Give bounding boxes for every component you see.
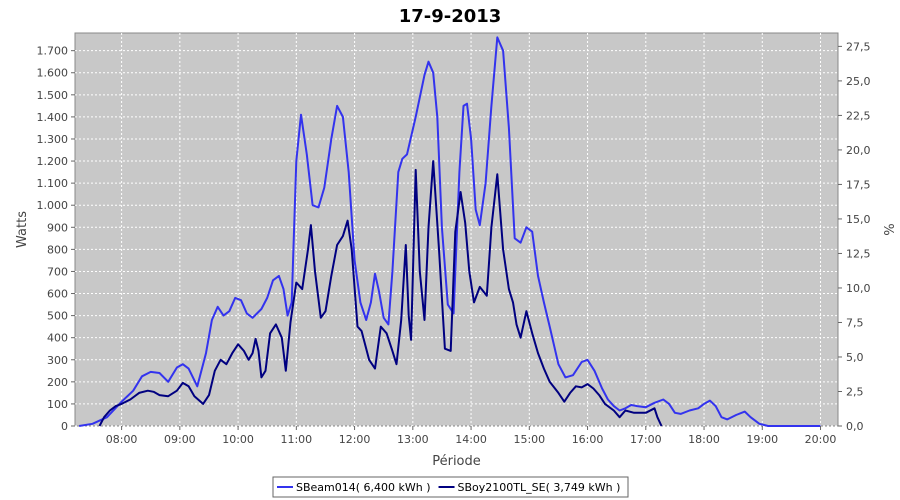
x-axis: 08:00 09:00 10:00 11:00 12:00 13:00 14:00 15:00… <box>106 426 837 446</box>
x-tick-label: 12:00 <box>339 433 371 446</box>
y-tick-label: 1.200 <box>37 155 69 168</box>
x-axis-label: Période <box>432 454 481 469</box>
y-tick-label: 500 <box>47 310 68 323</box>
legend-entry-1: SBeam014( 6,400 kWh ) <box>296 481 431 494</box>
x-tick-label: 14:00 <box>455 433 487 446</box>
y2-tick-label: 17,5 <box>846 178 871 191</box>
y-axis-left: 0 100 200 300 400 500 600 700 800 900 1.000 1.100 1.… <box>37 45 75 433</box>
x-tick-label: 10:00 <box>222 433 254 446</box>
y-axis-right: 0,0 2,5 5,0 7,5 10,0 12,5 15,0 17,5 20,0 22,5 25,0… <box>838 40 871 433</box>
y2-tick-label: 12,5 <box>846 247 871 260</box>
y2-tick-label: 0,0 <box>846 420 864 433</box>
legend: SBeam014( 6,400 kWh ) SBoy2100TL_SE( 3,74… <box>272 476 629 498</box>
x-tick-label: 16:00 <box>572 433 604 446</box>
x-tick-label: 13:00 <box>397 433 429 446</box>
grid-lines <box>75 33 838 427</box>
series-line-1 <box>78 36 821 427</box>
legend-entry-2: SBoy2100TL_SE( 3,749 kWh ) <box>458 481 621 494</box>
y-tick-label: 1.000 <box>37 199 69 212</box>
y2-tick-label: 5,0 <box>846 351 864 364</box>
y2-tick-label: 25,0 <box>846 75 871 88</box>
x-tick-label: 17:00 <box>630 433 662 446</box>
y-tick-label: 900 <box>47 221 68 234</box>
y-tick-label: 100 <box>47 398 68 411</box>
y2-tick-label: 27,5 <box>846 40 871 53</box>
y-tick-label: 300 <box>47 354 68 367</box>
x-tick-label: 08:00 <box>106 433 138 446</box>
x-tick-label: 18:00 <box>688 433 720 446</box>
x-tick-label: 19:00 <box>746 433 778 446</box>
x-tick-label: 20:00 <box>805 433 837 446</box>
y-tick-label: 200 <box>47 376 68 389</box>
y-axis-label: Watts <box>15 211 30 248</box>
y-tick-label: 1.100 <box>37 177 69 190</box>
y-tick-label: 1.300 <box>37 133 69 146</box>
y-tick-label: 1.600 <box>37 67 69 80</box>
series-layer <box>78 36 821 427</box>
y-tick-label: 0 <box>61 420 68 433</box>
y-tick-label: 400 <box>47 332 68 345</box>
x-tick-label: 09:00 <box>164 433 196 446</box>
y2-tick-label: 20,0 <box>846 144 871 157</box>
chart-title: 17-9-2013 <box>399 6 502 27</box>
y2-tick-label: 22,5 <box>846 109 871 122</box>
series-line-2 <box>98 160 663 427</box>
y-tick-label: 700 <box>47 265 68 278</box>
y2-axis-label: % <box>880 223 895 235</box>
x-tick-label: 11:00 <box>280 433 312 446</box>
y-tick-label: 600 <box>47 288 68 301</box>
y-tick-label: 1.700 <box>37 45 69 58</box>
y2-tick-label: 10,0 <box>846 282 871 295</box>
y-tick-label: 800 <box>47 243 68 256</box>
y2-tick-label: 15,0 <box>846 213 871 226</box>
y2-tick-label: 2,5 <box>846 385 864 398</box>
y-tick-label: 1.500 <box>37 89 69 102</box>
y2-tick-label: 7,5 <box>846 316 864 329</box>
x-tick-label: 15:00 <box>513 433 545 446</box>
y-tick-label: 1.400 <box>37 111 69 124</box>
